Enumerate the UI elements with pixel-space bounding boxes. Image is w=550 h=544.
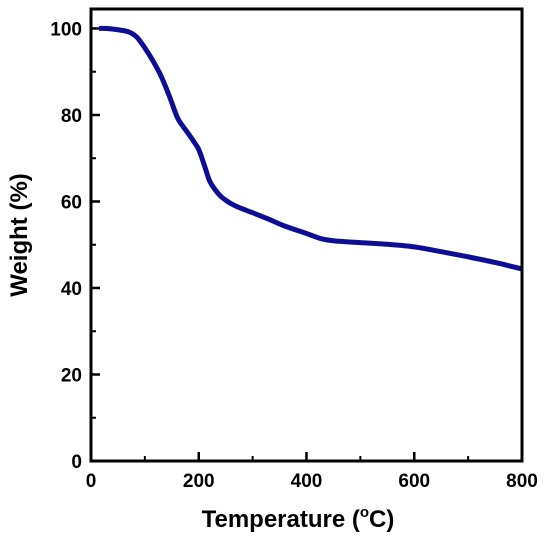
y-axis-title: Weight (%) xyxy=(6,173,33,297)
x-axis-title-main: Temperature ( xyxy=(202,506,360,533)
y-tick-label: 60 xyxy=(61,192,82,213)
x-tick-label: 400 xyxy=(291,471,323,492)
x-tick-label: 600 xyxy=(398,471,430,492)
x-tick-label: 800 xyxy=(506,471,538,492)
x-tick-label: 200 xyxy=(183,471,215,492)
x-tick-label: 0 xyxy=(86,471,97,492)
x-axis-title: Temperature (oC) xyxy=(202,504,395,533)
y-tick-label: 40 xyxy=(61,279,82,300)
x-axis-title-superscript: o xyxy=(360,504,369,521)
y-tick-label: 80 xyxy=(61,106,82,127)
ticks-layer xyxy=(89,27,524,463)
y-tick-label: 20 xyxy=(61,365,82,386)
labels-layer: 0 200 400 600 800 0 20 40 60 80 100 xyxy=(50,19,538,492)
y-tick-label: 0 xyxy=(71,452,82,473)
series-layer xyxy=(99,25,523,272)
plot-frame xyxy=(89,7,524,463)
y-tick-label: 100 xyxy=(50,19,82,40)
x-axis-title-unit: C) xyxy=(369,506,394,533)
series-line xyxy=(99,25,523,272)
